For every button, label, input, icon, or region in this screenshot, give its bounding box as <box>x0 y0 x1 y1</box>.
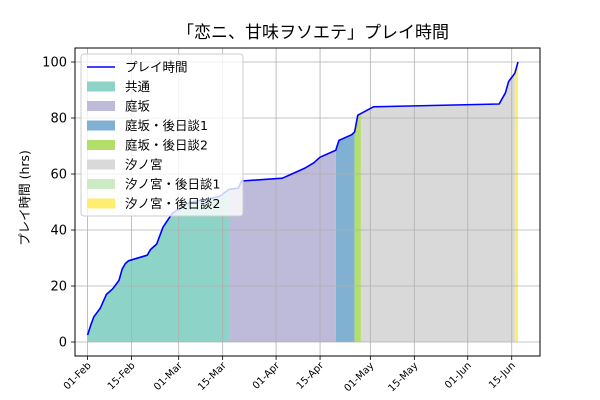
y-tick-label-1: 20 <box>50 280 67 295</box>
legend-label-5: 汐ノ宮 <box>125 157 163 172</box>
y-tick-label-5: 100 <box>42 56 67 71</box>
legend-box <box>80 53 244 217</box>
plot-area: 01-Feb 15-Feb 01-Mar 15-Mar 01-Apr 15-Apr 01-M… <box>42 47 541 394</box>
legend-swatch-1 <box>87 81 115 92</box>
legend-label-3: 庭坂・後日談1 <box>125 118 208 133</box>
legend-label-4: 庭坂・後日談2 <box>125 138 208 153</box>
legend-label-0: プレイ時間 <box>125 60 188 75</box>
y-tick-label-3: 60 <box>50 168 67 183</box>
legend-swatch-6 <box>87 179 115 189</box>
legend-label-2: 庭坂 <box>125 99 151 114</box>
legend-swatch-3 <box>87 120 115 131</box>
legend-label-7: 汐ノ宮・後日談2 <box>125 196 220 211</box>
legend-swatch-7 <box>87 198 115 209</box>
area-7 <box>514 62 519 342</box>
area-4 <box>354 113 361 343</box>
legend-swatch-2 <box>87 101 115 111</box>
y-tick-label-0: 0 <box>59 336 67 351</box>
y-axis-label: プレイ時間 (hrs) <box>17 150 32 246</box>
area-1 <box>87 189 229 342</box>
y-tick-label-2: 40 <box>50 224 67 239</box>
legend-swatch-5 <box>87 159 115 170</box>
area-3 <box>335 132 355 342</box>
legend-swatch-4 <box>87 140 115 150</box>
area-5 <box>360 73 515 342</box>
legend-label-1: 共通 <box>125 79 151 94</box>
y-tick-label-4: 80 <box>50 112 67 127</box>
axes-frame <box>74 47 541 357</box>
legend-label-6: 汐ノ宮・後日談1 <box>125 177 220 192</box>
chart-title: 「恋ニ、甘味ヲソエテ」プレイ時間 <box>177 22 449 43</box>
area-2 <box>228 150 336 342</box>
